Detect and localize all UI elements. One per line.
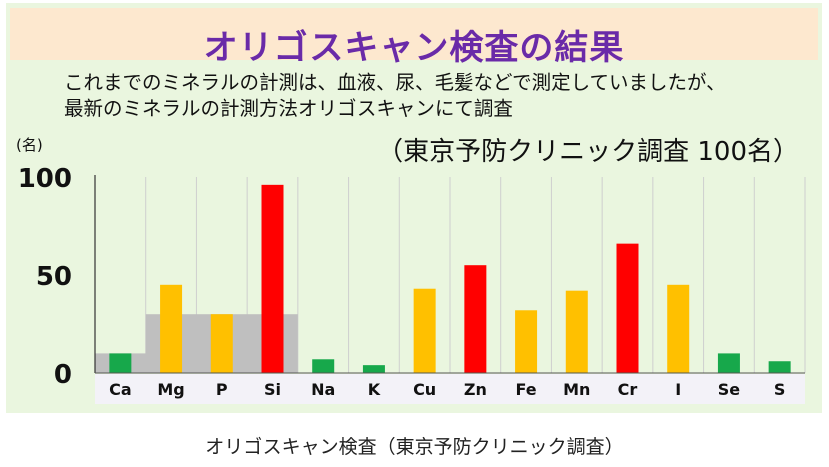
bar-mn — [565, 290, 588, 373]
x-tick-label: Mg — [157, 380, 184, 399]
y-tick-label: 100 — [18, 164, 72, 194]
x-tick-label: Zn — [464, 380, 487, 399]
x-tick-label: S — [774, 380, 786, 399]
bar-si — [261, 184, 284, 373]
bar-mg — [160, 284, 183, 373]
bar-na — [312, 359, 335, 373]
page-title: オリゴスキャン検査の結果 — [203, 28, 625, 68]
bar-fe — [515, 310, 538, 373]
x-tick-label: K — [368, 380, 381, 399]
x-tick-label: Mn — [563, 380, 590, 399]
y-axis-unit: (名) — [16, 136, 43, 154]
bar-s — [768, 361, 791, 373]
bar-p — [210, 314, 233, 373]
x-tick-label: Cu — [413, 380, 436, 399]
x-tick-label: Se — [718, 380, 741, 399]
bar-k — [362, 365, 385, 373]
title-band: オリゴスキャン検査の結果 — [10, 8, 818, 68]
x-tick-label: Fe — [516, 380, 537, 399]
description-line-1: これまでのミネラルの計測は、血液、尿、毛髪などで測定していましたが、 — [64, 71, 726, 94]
bar-zn — [464, 265, 487, 373]
x-tick-label: P — [216, 380, 228, 399]
survey-note: （東京予防クリニック調査 100名） — [377, 137, 799, 167]
bar-cu — [413, 288, 436, 373]
x-tick-label: Ca — [109, 380, 132, 399]
bar-ca — [109, 353, 132, 373]
description-line-2: 最新のミネラルの計測方法オリゴスキャンにて調査 — [64, 97, 513, 120]
figure-caption: オリゴスキャン検査（東京予防クリニック調査） — [205, 436, 624, 458]
x-tick-label: I — [675, 380, 681, 399]
y-tick-label: 0 — [54, 360, 72, 390]
y-tick-label: 50 — [36, 262, 72, 292]
category-label-band — [95, 374, 805, 404]
bar-cr — [616, 243, 639, 373]
x-tick-label: Si — [264, 380, 281, 399]
x-tick-label: Cr — [618, 380, 638, 399]
bar-se — [717, 353, 740, 373]
x-tick-label: Na — [311, 380, 335, 399]
bar-i — [667, 284, 690, 373]
